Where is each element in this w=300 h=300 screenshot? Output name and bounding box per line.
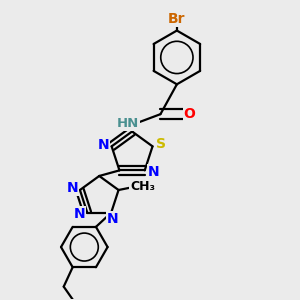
- Text: CH₃: CH₃: [130, 180, 155, 193]
- Text: Br: Br: [168, 12, 186, 26]
- Text: O: O: [184, 106, 195, 121]
- Text: N: N: [98, 138, 109, 152]
- Text: N: N: [66, 181, 78, 195]
- Text: S: S: [156, 137, 166, 151]
- Text: N: N: [107, 212, 119, 226]
- Text: N: N: [147, 165, 159, 178]
- Text: N: N: [74, 207, 85, 221]
- Text: HN: HN: [117, 117, 139, 130]
